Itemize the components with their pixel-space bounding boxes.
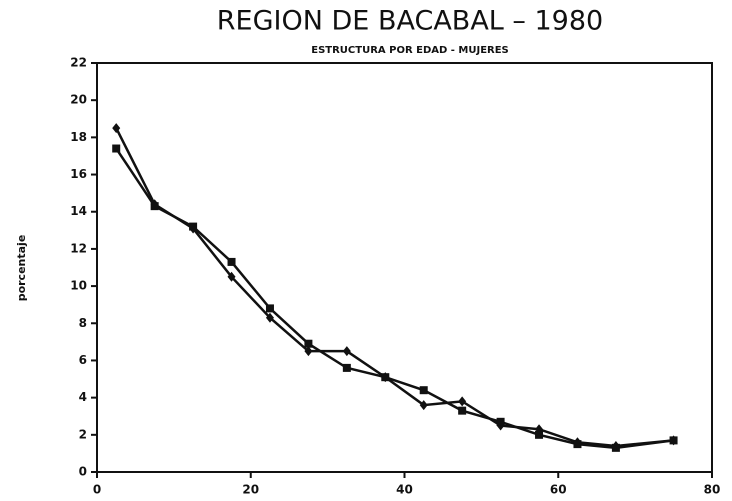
y-tick-label: 16 — [70, 167, 87, 181]
y-tick-label: 12 — [70, 241, 87, 255]
y-tick-label: 20 — [70, 93, 87, 107]
x-tick-label: 80 — [704, 483, 721, 497]
x-tick-label: 40 — [396, 483, 413, 497]
point-marker — [189, 222, 198, 231]
point-marker — [458, 396, 467, 407]
chart-subtitle: ESTRUCTURA POR EDAD - MUJERES — [311, 45, 509, 56]
point-marker — [669, 436, 678, 445]
plot-frame — [96, 62, 713, 473]
y-tick-label: 0 — [79, 465, 87, 479]
point-marker — [304, 346, 313, 357]
point-marker — [419, 400, 428, 411]
series-line — [115, 127, 674, 448]
point-marker — [150, 202, 159, 211]
point-marker — [419, 386, 428, 395]
point-marker — [304, 339, 313, 348]
y-tick-label: 6 — [79, 353, 87, 367]
point-marker — [611, 443, 620, 452]
y-axis-label: porcentaje — [15, 235, 28, 302]
point-marker — [381, 373, 390, 382]
x-tick-label: 60 — [550, 483, 567, 497]
point-marker — [265, 304, 274, 313]
chart-title: REGION DE BACABAL – 1980 — [217, 6, 603, 37]
y-tick-label: 2 — [79, 427, 87, 441]
point-marker — [342, 346, 351, 357]
y-tick-label: 14 — [70, 204, 87, 218]
point-marker — [265, 312, 274, 323]
point-marker — [573, 440, 582, 449]
x-tick-label: 20 — [242, 483, 259, 497]
series-line — [115, 147, 674, 450]
point-marker — [458, 406, 467, 415]
point-marker — [112, 144, 121, 153]
y-tick-label: 8 — [79, 316, 87, 330]
y-tick-label: 18 — [70, 130, 87, 144]
y-tick-label: 10 — [70, 279, 87, 293]
point-marker — [112, 123, 121, 134]
point-marker — [227, 257, 236, 266]
point-marker — [496, 417, 505, 426]
y-tick-label: 22 — [70, 56, 87, 70]
point-marker — [227, 271, 236, 282]
point-marker — [535, 430, 544, 439]
y-tick-label: 4 — [79, 390, 87, 404]
x-tick-label: 0 — [93, 483, 101, 497]
point-marker — [342, 363, 351, 372]
